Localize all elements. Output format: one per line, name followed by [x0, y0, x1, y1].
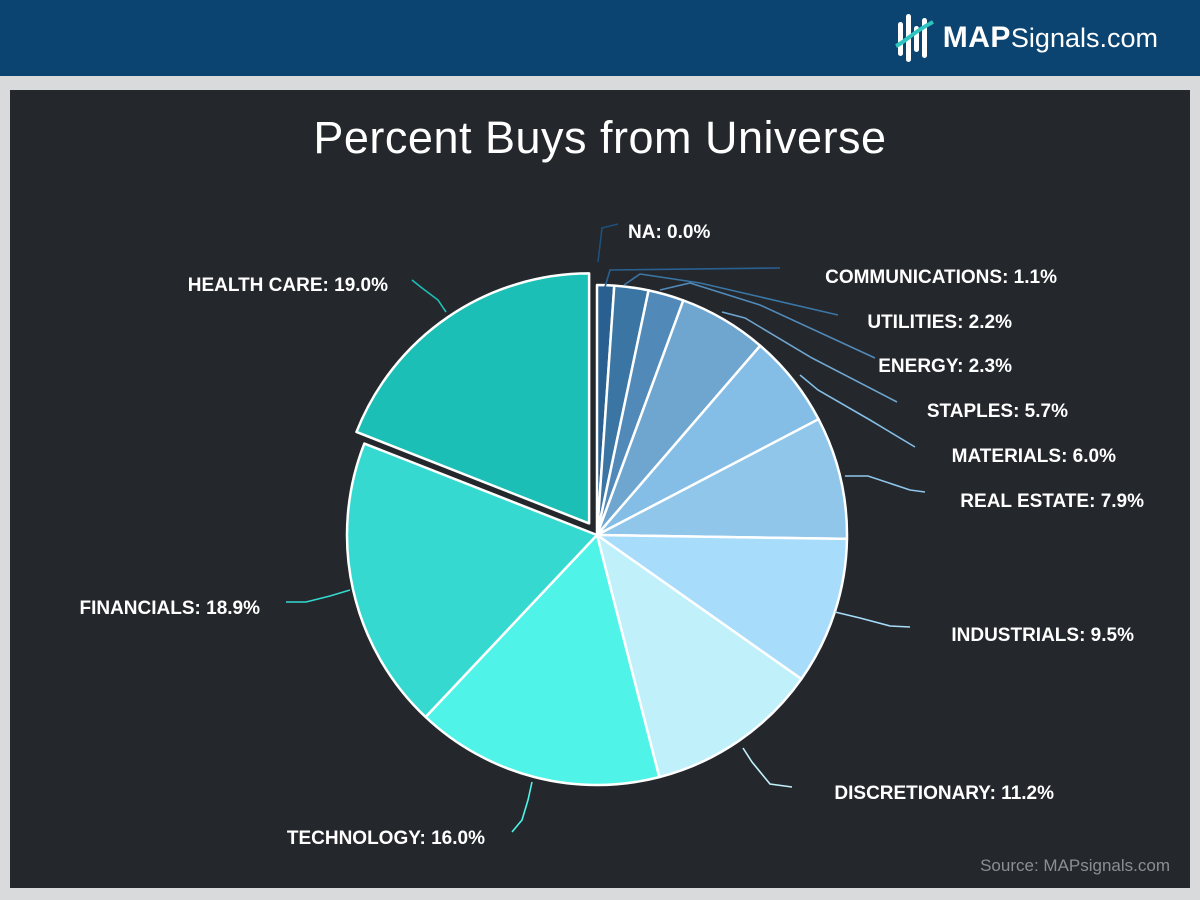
leader-line-financials	[286, 589, 351, 603]
leader-line-technology	[511, 781, 533, 833]
leader-line-health-care	[411, 279, 447, 313]
pie-slice-discretionary	[595, 533, 803, 779]
slice-label-discretionary: DISCRETIONARY: 11.2%	[834, 783, 1054, 804]
pie-slice-financials	[345, 442, 599, 719]
leader-line-energy	[659, 282, 876, 359]
slice-label-real-estate: REAL ESTATE: 7.9%	[960, 491, 1144, 512]
mapsignals-logo-icon	[894, 14, 934, 62]
leader-line-staples	[721, 311, 898, 403]
slice-label-financials: FINANCIALS: 18.9%	[79, 598, 260, 619]
brand-logo: MAPSignals.com	[894, 8, 1158, 68]
leader-line-utilities	[623, 273, 839, 316]
slice-labels: NA: 0.0% COMMUNICATIONS: 1.1% UTILITIES: 2…	[79, 222, 1144, 849]
leader-line-communications	[604, 267, 781, 288]
pie-slice-technology	[424, 533, 661, 787]
slice-label-health-care: HEALTH CARE: 19.0%	[188, 275, 388, 296]
pie-slices	[345, 272, 849, 787]
slice-label-na: NA: 0.0%	[628, 222, 710, 243]
leader-line-real-estate	[845, 475, 926, 493]
slice-label-energy: ENERGY: 2.3%	[878, 356, 1012, 377]
brand-name-rest: Signals.com	[1010, 23, 1158, 53]
pie-slice-health-care	[355, 272, 591, 525]
slice-label-technology: TECHNOLOGY: 16.0%	[287, 828, 485, 849]
leader-line-na	[597, 223, 619, 263]
pie-slice-industrials	[595, 533, 849, 681]
source-credit: Source: MAPsignals.com	[980, 856, 1170, 875]
header-bar: MAPSignals.com	[0, 0, 1200, 76]
pie-slice-real-estate	[595, 417, 849, 541]
brand-name: MAPSignals.com	[943, 21, 1158, 55]
chart-title: Percent Buys from Universe	[313, 112, 887, 163]
slice-label-communications: COMMUNICATIONS: 1.1%	[825, 267, 1057, 288]
brand-name-bold: MAP	[942, 21, 1011, 54]
slice-label-industrials: INDUSTRIALS: 9.5%	[951, 625, 1134, 646]
leader-line-materials	[799, 374, 916, 448]
slice-label-staples: STAPLES: 5.7%	[927, 401, 1068, 422]
slice-label-utilities: UTILITIES: 2.2%	[867, 312, 1012, 333]
leader-lines	[286, 223, 926, 833]
leader-line-industrials	[834, 611, 911, 628]
slice-label-materials: MATERIALS: 6.0%	[952, 446, 1116, 467]
leader-line-discretionary	[742, 747, 793, 788]
